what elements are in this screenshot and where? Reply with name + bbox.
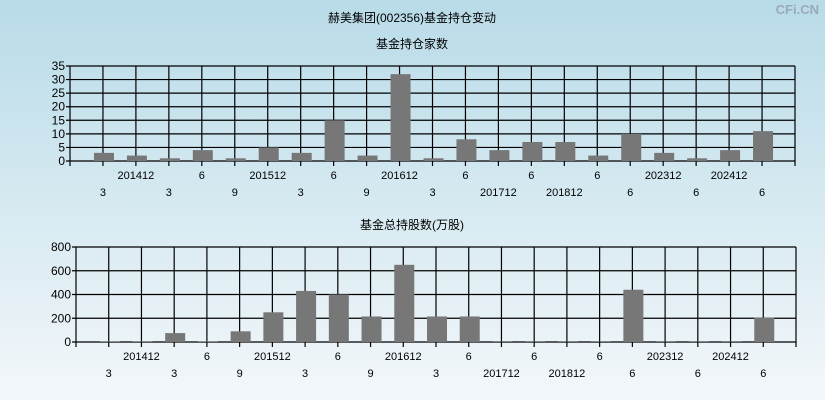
x-tick-label: 3 — [166, 187, 172, 199]
y-tick-label: 5 — [58, 140, 65, 154]
bar-shadow — [192, 150, 213, 161]
bar-shadow — [263, 312, 284, 342]
y-tick-label: 0 — [64, 335, 71, 349]
y-tick-label: 800 — [51, 240, 71, 254]
bar-shadow — [394, 264, 415, 342]
x-tick-label: 9 — [232, 187, 238, 199]
bar-shadow — [291, 152, 312, 161]
x-tick-label: 6 — [629, 368, 635, 380]
x-tick-label: 201812 — [549, 368, 586, 380]
x-tick-label: 9 — [364, 187, 370, 199]
x-tick-label: 201612 — [381, 170, 418, 182]
x-tick-label: 6 — [335, 351, 341, 363]
bar-shadow — [126, 155, 147, 161]
x-tick-label: 3 — [100, 187, 106, 199]
bar-shadow — [459, 316, 480, 342]
bar-shadow — [423, 158, 444, 161]
x-tick-label: 6 — [199, 170, 205, 182]
x-tick-label: 201412 — [118, 170, 155, 182]
y-tick-label: 600 — [51, 264, 71, 278]
x-tick-label: 3 — [302, 368, 308, 380]
bar-shadow — [654, 152, 675, 161]
y-tick-label: 25 — [52, 86, 66, 100]
bar-shadow — [390, 74, 411, 161]
x-tick-label: 6 — [531, 351, 537, 363]
chart-2-title: 基金总持股数(万股) — [360, 217, 464, 232]
x-tick-label: 6 — [331, 170, 337, 182]
x-tick-label: 202412 — [711, 170, 748, 182]
bar-shadow — [159, 158, 180, 161]
y-tick-label: 15 — [52, 113, 66, 127]
bar-shadow — [427, 316, 447, 342]
y-tick-label: 400 — [51, 288, 71, 302]
bar-shadow — [754, 317, 775, 342]
watermark: CFi.CN — [775, 2, 819, 17]
bar-shadow — [456, 139, 477, 161]
x-tick-label: 201412 — [123, 351, 160, 363]
x-tick-label: 6 — [693, 187, 699, 199]
x-tick-label: 9 — [367, 368, 373, 380]
bar-shadow — [324, 120, 345, 161]
x-tick-label: 6 — [759, 187, 765, 199]
x-tick-label: 6 — [695, 368, 701, 380]
x-tick-label: 6 — [462, 170, 468, 182]
y-tick-label: 20 — [52, 100, 66, 114]
x-tick-label: 6 — [204, 351, 210, 363]
x-tick-label: 202312 — [647, 351, 684, 363]
y-tick-label: 35 — [52, 59, 66, 73]
bar-shadow — [197, 341, 218, 342]
bar-shadow — [623, 289, 644, 342]
bar-shadow — [489, 150, 510, 161]
bar-shadow — [230, 331, 251, 342]
y-tick-label: 200 — [51, 311, 71, 325]
x-tick-label: 3 — [429, 187, 435, 199]
chart-1-title: 基金持仓家数 — [376, 36, 448, 51]
bar-shadow — [225, 158, 246, 161]
bar-shadow — [753, 131, 774, 161]
x-tick-label: 201712 — [483, 368, 520, 380]
bar-shadow — [555, 142, 576, 161]
y-tick-label: 30 — [52, 73, 66, 87]
x-tick-label: 6 — [597, 351, 603, 363]
x-tick-label: 201512 — [249, 170, 286, 182]
x-tick-label: 9 — [237, 368, 243, 380]
x-tick-label: 3 — [171, 368, 177, 380]
bar-shadow — [296, 290, 317, 342]
x-tick-label: 3 — [298, 187, 304, 199]
bar-shadow — [357, 155, 378, 161]
x-tick-label: 6 — [466, 351, 472, 363]
bar-shadow — [621, 133, 642, 161]
bar-shadow — [99, 341, 120, 342]
x-tick-label: 202312 — [645, 170, 682, 182]
y-tick-label: 10 — [52, 127, 66, 141]
y-tick-label: 0 — [58, 154, 65, 168]
bar-shadow — [361, 316, 382, 342]
x-tick-label: 202412 — [712, 351, 749, 363]
x-tick-label: 3 — [106, 368, 112, 380]
x-tick-label: 6 — [760, 368, 766, 380]
bar-shadow — [93, 152, 114, 161]
x-tick-label: 6 — [528, 170, 534, 182]
x-tick-label: 3 — [433, 368, 439, 380]
bar-shadow — [132, 341, 153, 342]
bar-shadow — [165, 333, 186, 342]
x-tick-label: 6 — [627, 187, 633, 199]
bar-shadow — [328, 294, 349, 342]
x-tick-label: 201512 — [254, 351, 291, 363]
page-title: 赫美集团(002356)基金持仓变动 — [328, 10, 496, 25]
bar-shadow — [522, 142, 543, 161]
x-tick-label: 201612 — [385, 351, 422, 363]
bar-shadow — [258, 147, 279, 161]
bar-shadow — [720, 150, 741, 161]
x-tick-label: 201812 — [546, 187, 583, 199]
bar-shadow — [588, 155, 609, 161]
x-tick-label: 6 — [594, 170, 600, 182]
x-tick-label: 201712 — [480, 187, 517, 199]
bar-shadow — [687, 158, 708, 161]
